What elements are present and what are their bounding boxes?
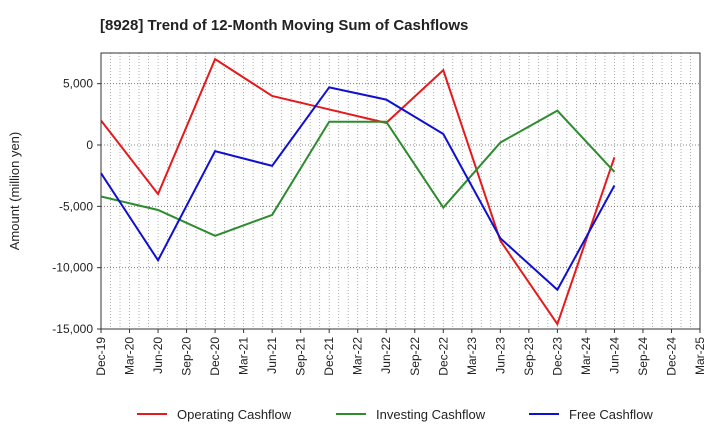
chart-title: [8928] Trend of 12-Month Moving Sum of C…: [100, 17, 468, 34]
y-tick-label: -5,000: [59, 199, 93, 213]
series-line: [100, 86, 616, 292]
y-tick-label: -15,000: [52, 322, 93, 336]
x-tick-label: Dec-22: [436, 337, 450, 376]
x-tick-label: Dec-20: [208, 337, 222, 376]
legend-label: Investing Cashflow: [376, 407, 486, 422]
x-tick-label: Mar-24: [579, 337, 593, 375]
x-tick-label: Jun-24: [607, 337, 621, 374]
series-line: [100, 109, 616, 237]
y-axis-label: Amount (million yen): [7, 132, 22, 251]
x-tick-label: Mar-23: [465, 337, 479, 375]
x-tick-label: Mar-25: [693, 337, 707, 375]
x-tick-label: Dec-19: [94, 337, 108, 376]
x-tick-label: Jun-21: [265, 337, 279, 374]
x-tick-label: Sep-21: [294, 337, 308, 376]
x-tick-label: Sep-23: [522, 337, 536, 376]
x-tick-label: Sep-24: [636, 337, 650, 376]
series-line: [100, 57, 616, 327]
y-tick-label: 0: [86, 138, 93, 152]
x-tick-label: Sep-22: [408, 337, 422, 376]
x-tick-label: Jun-23: [493, 337, 507, 374]
x-axis-ticks: Dec-19 Mar-20 Jun-20 Sep-20 Dec-20 Mar-21 Jun-…: [94, 329, 707, 376]
y-tick-label: -10,000: [52, 261, 93, 275]
x-tick-label: Mar-21: [237, 337, 251, 375]
y-axis-ticks: 5,000 0 -5,000 -10,000 -15,000: [52, 77, 101, 336]
y-tick-label: 5,000: [63, 77, 93, 91]
x-tick-label: Dec-23: [550, 337, 564, 376]
legend-label: Free Cashflow: [569, 407, 653, 422]
x-tick-label: Jun-20: [151, 337, 165, 374]
x-tick-label: Mar-20: [123, 337, 137, 375]
x-tick-label: Dec-24: [664, 337, 678, 376]
legend: Operating Cashflow Investing Cashflow Free…: [137, 407, 653, 422]
x-tick-label: Jun-22: [379, 337, 393, 374]
x-tick-label: Sep-20: [180, 337, 194, 376]
x-tick-label: Mar-22: [351, 337, 365, 375]
x-tick-label: Dec-21: [322, 337, 336, 376]
legend-label: Operating Cashflow: [177, 407, 292, 422]
grid-layer: [101, 53, 700, 330]
plot-frame: [100, 52, 701, 330]
series-layer: [100, 57, 616, 327]
